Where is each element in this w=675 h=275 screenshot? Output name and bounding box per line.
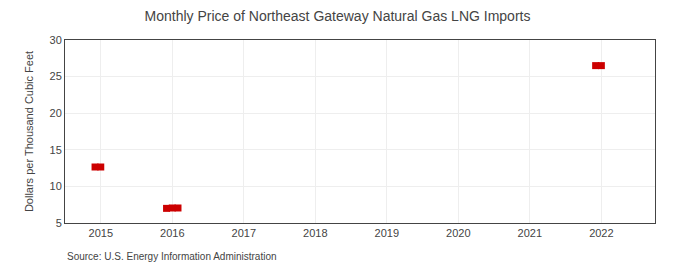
svg-text:20: 20 bbox=[50, 107, 62, 119]
svg-text:2017: 2017 bbox=[232, 227, 256, 239]
svg-text:Dollars per Thousand Cubic Fee: Dollars per Thousand Cubic Feet bbox=[23, 51, 35, 212]
svg-text:2016: 2016 bbox=[160, 227, 184, 239]
svg-text:2020: 2020 bbox=[446, 227, 470, 239]
svg-text:2019: 2019 bbox=[375, 227, 399, 239]
svg-text:30: 30 bbox=[50, 34, 62, 46]
svg-text:25: 25 bbox=[50, 70, 62, 82]
svg-text:5: 5 bbox=[56, 217, 62, 229]
svg-text:15: 15 bbox=[50, 144, 62, 156]
svg-text:2021: 2021 bbox=[518, 227, 542, 239]
svg-text:2022: 2022 bbox=[589, 227, 613, 239]
svg-text:10: 10 bbox=[50, 180, 62, 192]
svg-text:Source: U.S. Energy Informatio: Source: U.S. Energy Information Administ… bbox=[67, 251, 277, 262]
svg-text:2018: 2018 bbox=[303, 227, 327, 239]
svg-text:2015: 2015 bbox=[89, 227, 113, 239]
svg-text:Monthly Price of Northeast Gat: Monthly Price of Northeast Gateway Natur… bbox=[145, 8, 531, 24]
